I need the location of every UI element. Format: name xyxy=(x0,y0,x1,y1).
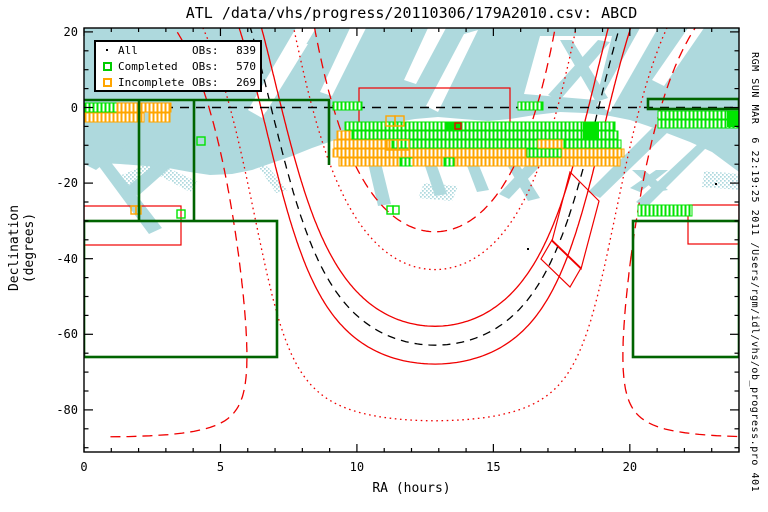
legend-row-all: All OBs: 839 xyxy=(96,42,260,58)
legend-obs: OBs: xyxy=(192,59,219,73)
x-tick-label: 0 xyxy=(80,460,88,474)
x-tick-label: 20 xyxy=(622,460,638,474)
watermark-text: RGM SUN MAR 6 22:19:25 2011 /Users/rgm/i… xyxy=(749,52,760,493)
y-tick-label: -20 xyxy=(56,176,78,191)
orange-square-icon xyxy=(103,77,114,87)
y-tick-label: -80 xyxy=(56,402,78,417)
legend-row-completed: Completed OBs: 570 xyxy=(96,58,260,74)
x-tick-label: 10 xyxy=(349,460,365,474)
legend-label: All xyxy=(118,43,138,57)
legend-label: Completed xyxy=(118,59,178,73)
y-tick-label: -40 xyxy=(56,251,78,266)
x-tick-label: 15 xyxy=(486,460,501,474)
y-axis-label: Declination (degrees) xyxy=(7,204,37,292)
legend-value: 269 xyxy=(236,75,256,89)
legend-obs: OBs: xyxy=(192,43,219,57)
legend-obs: OBs: xyxy=(192,75,219,89)
plot-title: ATL /data/vhs/progress/20110306/179A2010… xyxy=(185,4,638,22)
x-axis-label: RA (hours) xyxy=(372,481,451,496)
y-tick-label: 20 xyxy=(63,24,78,39)
y-tick-label: -60 xyxy=(56,327,78,342)
legend-box: All OBs: 839 Completed OBs: 570 Incomple… xyxy=(94,40,262,92)
y-tick-label: 0 xyxy=(70,100,78,115)
x-tick-label: 5 xyxy=(216,460,225,474)
legend-row-incomplete: Incomplete OBs: 269 xyxy=(96,74,260,90)
green-square-icon xyxy=(103,61,114,71)
legend-value: 570 xyxy=(236,59,256,73)
legend-label: Incomplete xyxy=(118,75,185,89)
all-dot-icon xyxy=(103,46,114,55)
legend-value: 839 xyxy=(236,43,256,57)
